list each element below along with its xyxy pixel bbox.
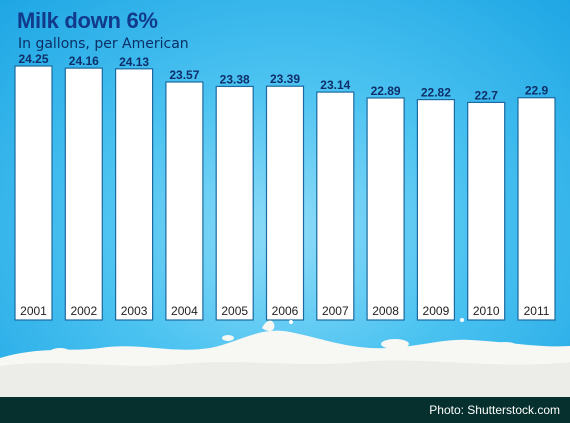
year-label-2005: 2005 bbox=[221, 304, 248, 318]
photo-credit: Photo: Shutterstock.com bbox=[429, 403, 560, 417]
bar-2006 bbox=[265, 85, 305, 321]
bar-2010 bbox=[467, 101, 506, 321]
value-label-2003: 24.13 bbox=[119, 55, 149, 69]
value-label-2001: 24.25 bbox=[18, 52, 48, 66]
bar-2009 bbox=[416, 99, 455, 321]
year-label-2011: 2011 bbox=[524, 304, 550, 318]
chart-subtitle: In gallons, per American bbox=[18, 36, 189, 52]
value-label-2008: 22.89 bbox=[371, 84, 401, 98]
bar-2001 bbox=[14, 65, 53, 321]
footer-bar: Photo: Shutterstock.com bbox=[0, 397, 570, 423]
milk-splash-image bbox=[0, 318, 570, 398]
bar-2004 bbox=[165, 81, 204, 321]
bar-2011 bbox=[517, 97, 556, 321]
bar-2005 bbox=[215, 85, 254, 321]
year-label-2004: 2004 bbox=[171, 304, 198, 318]
chart-title: Milk down 6% bbox=[17, 8, 158, 33]
value-label-2004: 23.57 bbox=[169, 68, 199, 82]
bar-2002 bbox=[64, 67, 103, 321]
year-label-2009: 2009 bbox=[423, 304, 450, 318]
year-label-2001: 2001 bbox=[20, 304, 47, 318]
value-label-2006: 23.39 bbox=[270, 72, 300, 86]
year-label-2003: 2003 bbox=[121, 304, 148, 318]
value-label-2011: 22.9 bbox=[525, 84, 549, 98]
year-label-2010: 2010 bbox=[473, 304, 500, 318]
year-label-2007: 2007 bbox=[322, 304, 349, 318]
bar-2003 bbox=[114, 68, 154, 321]
year-label-2006: 2006 bbox=[272, 304, 299, 318]
year-label-2008: 2008 bbox=[372, 304, 399, 318]
bar-2007 bbox=[316, 91, 355, 321]
year-label-2002: 2002 bbox=[70, 304, 97, 318]
value-label-2007: 23.14 bbox=[320, 78, 350, 92]
value-label-2010: 22.7 bbox=[475, 88, 499, 102]
value-label-2009: 22.82 bbox=[421, 86, 451, 100]
value-label-2005: 23.38 bbox=[220, 72, 250, 86]
value-label-2002: 24.16 bbox=[69, 54, 99, 68]
bar-2008 bbox=[366, 97, 405, 321]
